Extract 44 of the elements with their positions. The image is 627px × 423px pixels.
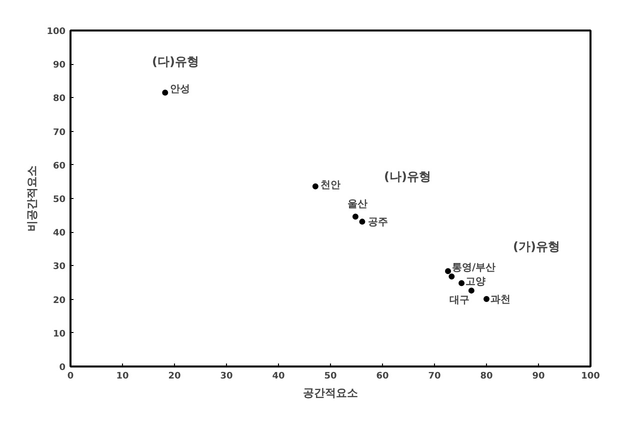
y-tick-label: 90: [52, 60, 66, 71]
y-tick-label: 0: [59, 363, 66, 373]
x-tick-label: 0: [67, 372, 74, 382]
annotation: (가)유형: [513, 240, 560, 254]
annotation: 통영/부산: [452, 262, 496, 274]
point: [468, 288, 474, 294]
x-axis-title: 공간적요소: [303, 386, 358, 400]
point: [458, 280, 465, 286]
point: [448, 273, 455, 280]
annotation: 울산: [347, 199, 368, 210]
x-tick-label: 10: [116, 372, 129, 382]
annotation: 천안: [320, 180, 340, 191]
y-tick-label: 80: [52, 94, 66, 104]
y-tick-label: 10: [52, 329, 66, 340]
x-tick-label: 50: [324, 372, 337, 382]
y-tick-label: 50: [52, 195, 66, 205]
x-tick-label: 20: [168, 372, 181, 382]
y-tick-label: 40: [52, 228, 66, 239]
x-tick-label: 30: [220, 372, 233, 382]
point: [484, 296, 490, 302]
annotation: 공주: [368, 217, 388, 228]
x-tick-label: 60: [376, 372, 389, 382]
point: [162, 90, 168, 96]
annotation: (나)유형: [384, 170, 431, 184]
x-tick-label: 40: [272, 372, 285, 382]
y-tick-label: 70: [52, 128, 66, 138]
annotation: (다)유형: [152, 54, 199, 68]
annotation: 대구: [449, 295, 470, 306]
y-tick-label: 60: [52, 161, 66, 172]
point: [352, 214, 358, 220]
annotation: 고양: [466, 276, 486, 288]
x-tick-label: 80: [480, 372, 493, 382]
y-axis-title: 비공간적요소: [26, 166, 39, 232]
x-tick-label: 100: [581, 372, 600, 382]
y-tick-label: 100: [46, 27, 66, 37]
y-tick-label: 30: [52, 262, 66, 272]
point: [445, 268, 452, 274]
x-tick-label: 70: [428, 372, 441, 382]
annotation: 안성: [170, 84, 190, 96]
point: [359, 218, 366, 225]
point: [312, 183, 318, 190]
annotation: 과천: [490, 294, 510, 306]
x-tick-label: 90: [532, 372, 545, 382]
y-tick-label: 20: [52, 296, 66, 306]
